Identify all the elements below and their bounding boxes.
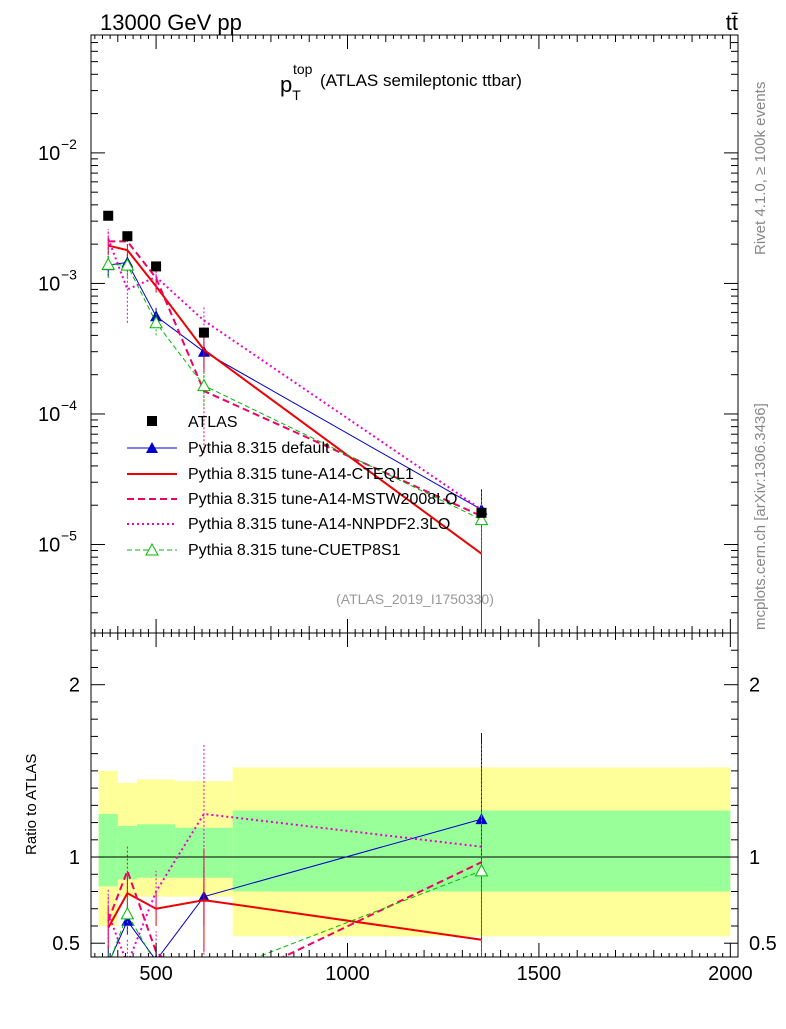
legend-marker-default — [146, 442, 158, 453]
ratio-y-tick-label: 1 — [69, 847, 80, 869]
legend-entry-cuetp8s1: Pythia 8.315 tune-CUETP8S1 — [127, 542, 401, 559]
uncertainty-band-inner — [117, 826, 137, 880]
ratio-marker-cuetp8s1 — [102, 960, 114, 971]
ratio-axis-ticks: 500 1000 1500 2000 0.5 0.5 1 1 2 2 — [52, 649, 777, 985]
ratio-line-cuetp8s1 — [110, 870, 482, 957]
legend-marker-cuetp8s1 — [145, 542, 159, 556]
legend-entry-nnpdf: Pythia 8.315 tune-A14-NNPDF2.3LO — [127, 516, 450, 533]
ratio-bands-layer — [91, 767, 738, 937]
ratio-y-tick-label-right: 1 — [749, 847, 760, 869]
marker-cuetp8s1 — [474, 512, 489, 526]
ratio-marker-cuetp8s1 — [474, 863, 489, 877]
marker-cuetp8s1 — [101, 257, 116, 270]
ratio-y-tick-label: 2 — [69, 675, 80, 697]
marker-cuetp8s1 — [120, 258, 135, 271]
plot-title-main: p — [280, 72, 292, 97]
y-tick-exponent: −3 — [61, 266, 77, 282]
legend: ATLAS Pythia 8.315 default Pythia 8.315 … — [127, 414, 457, 559]
x-tick-label: 1500 — [517, 963, 562, 985]
main-panel: 10−210−310−410−5 pT top (ATLAS semilepto… — [38, 34, 739, 647]
legend-entry-cteql1: Pythia 8.315 tune-A14-CTEQL1 — [127, 466, 414, 483]
y-tick-label: 10 — [38, 143, 60, 165]
main-axis-ticks: 10−210−310−410−5 — [38, 34, 738, 647]
marker-cuetp8s1 — [149, 315, 163, 329]
marker-cuetp8s1 — [197, 378, 211, 392]
series-line-mstw — [108, 240, 482, 518]
data-point-atlas — [122, 231, 133, 242]
ratio-marker-default — [475, 813, 488, 825]
legend-marker-atlas — [147, 416, 157, 426]
data-point-atlas — [103, 210, 114, 221]
y-tick-exponent: −5 — [61, 528, 77, 544]
y-tick-exponent: −4 — [61, 397, 77, 413]
ratio-line-mstw — [107, 861, 482, 957]
ratio-marker-default — [102, 958, 114, 969]
uncertainty-band-inner — [98, 813, 118, 887]
legend-label-mstw: Pythia 8.315 tune-A14-MSTW2008LO — [188, 491, 457, 508]
plot-title-rest: (ATLAS semileptonic ttbar) — [320, 71, 522, 90]
x-tick-label: 500 — [139, 963, 172, 985]
ratio-line-default — [110, 818, 482, 957]
ratio-y-tick-label-right: 2 — [749, 675, 760, 697]
legend-label-nnpdf: Pythia 8.315 tune-A14-NNPDF2.3LO — [188, 516, 450, 533]
data-point-atlas — [198, 327, 209, 338]
site-label: mcplots.cern.ch [arXiv:1306.3436] — [752, 403, 769, 630]
ratio-series-layer — [102, 732, 489, 983]
analysis-watermark: (ATLAS_2019_I1750330) — [336, 591, 494, 607]
y-tick-label: 10 — [38, 273, 60, 295]
plot-title: pT — [280, 72, 301, 103]
ratio-marker-cuetp8s1 — [198, 972, 210, 983]
x-tick-label: 2000 — [708, 963, 753, 985]
main-series-layer — [101, 210, 489, 633]
x-tick-label: 1000 — [325, 963, 370, 985]
legend-label-default: Pythia 8.315 default — [188, 440, 330, 457]
legend-label-atlas: ATLAS — [188, 414, 238, 431]
rivet-label: Rivet 4.1.0, ≥ 100k events — [752, 82, 769, 255]
ratio-frame — [90, 632, 739, 958]
data-point-atlas — [476, 507, 487, 518]
legend-entry-default: Pythia 8.315 default — [127, 440, 330, 457]
y-tick-label: 10 — [38, 535, 60, 557]
ratio-marker-default — [121, 914, 134, 926]
energy-label: 13000 GeV pp — [100, 10, 242, 35]
ratio-axis-label: Ratio to ATLAS — [23, 754, 40, 855]
ratio-y-tick-label: 0.5 — [52, 933, 80, 955]
legend-label-cuetp8s1: Pythia 8.315 tune-CUETP8S1 — [188, 542, 401, 559]
ratio-panel: 500 1000 1500 2000 0.5 0.5 1 1 2 2 Ratio to ATLAS — [23, 632, 777, 985]
legend-label-cteql1: Pythia 8.315 tune-A14-CTEQL1 — [188, 466, 414, 483]
plot-title-sup: top — [293, 61, 313, 77]
legend-entry-mstw: Pythia 8.315 tune-A14-MSTW2008LO — [127, 491, 457, 508]
series-line-nnpdf — [107, 238, 483, 511]
legend-entry-atlas: ATLAS — [147, 414, 238, 431]
y-tick-exponent: −2 — [61, 136, 77, 152]
y-tick-label: 10 — [38, 404, 60, 426]
plot-title-sub: T — [292, 87, 301, 103]
data-point-atlas — [151, 261, 162, 272]
ratio-marker-cuetp8s1 — [120, 906, 135, 920]
ratio-y-tick-label-right: 0.5 — [749, 933, 777, 955]
process-label: tt̄ — [726, 10, 738, 35]
uncertainty-band-inner — [136, 824, 176, 878]
